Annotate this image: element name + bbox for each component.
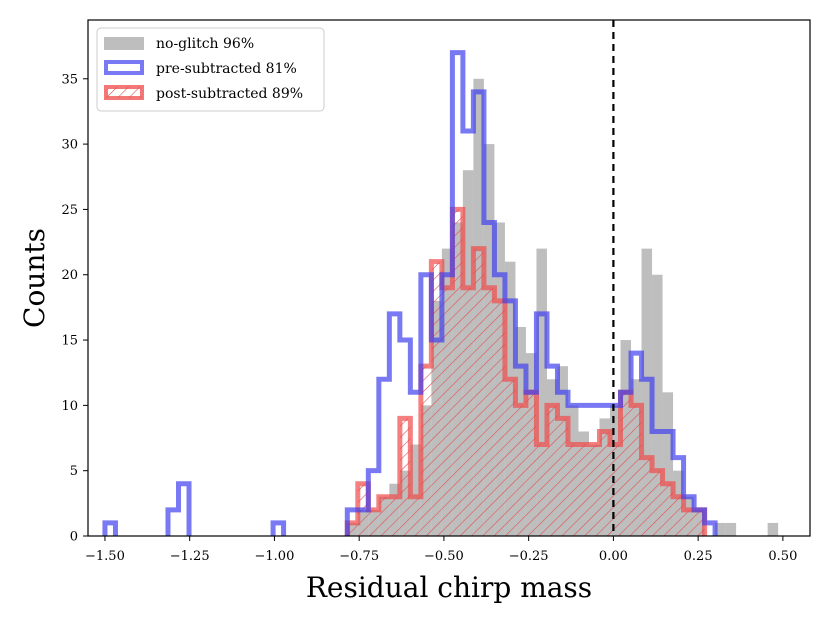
legend-swatch-pre [104,60,144,75]
y-axis: 0 5 10 15 20 25 30 35 [61,72,88,545]
post-bar-10 [452,209,463,536]
legend-box [96,27,325,112]
x-tick-label: 0.25 [684,549,713,564]
y-tick-label: 0 [70,530,78,545]
x-tick-label: −1.25 [170,549,210,564]
post-bar-13 [483,287,495,536]
post-bar-31 [673,496,684,536]
series-post-subtracted-outline [344,206,708,536]
post-bar-22 [578,444,589,536]
post-bar-11 [462,287,474,536]
post-bar-4 [389,496,400,536]
x-tick-label: 0.00 [599,549,628,564]
legend-label-noglitch: no-glitch 96% [156,36,254,52]
noglitch-bar-30 [662,392,674,536]
y-tick-label: 20 [61,268,78,283]
legend-swatch-post [104,85,144,100]
x-tick-label: −0.25 [509,549,549,564]
legend-label-post: post-subtracted 89% [156,86,303,102]
y-tick-label: 35 [61,72,78,87]
post-bar-8 [431,261,442,536]
noglitch-bar-28 [641,248,653,536]
legend-swatch-noglitch [104,37,144,50]
x-tick-label: −1.00 [255,549,295,564]
x-tick-label: −0.75 [339,549,379,564]
post-bar-29 [652,470,663,536]
post-subtracted-step-line [344,206,708,536]
y-tick-label: 25 [61,203,78,218]
pre-subtracted-step-line [102,50,718,536]
x-tick-label: 0.50 [768,549,797,564]
post-bar-19 [546,405,558,536]
plot-frame [87,19,811,537]
post-bar-33 [694,509,705,536]
post-bar-17 [525,392,537,536]
y-tick-label: 30 [61,138,78,153]
post-bar-27 [631,405,642,536]
post-bar-32 [683,509,695,536]
post-bar-3 [378,496,390,536]
post-bar-30 [662,483,674,536]
y-axis-label: Counts [18,228,51,328]
post-bar-7 [420,366,432,536]
y-tick-label: 10 [61,399,78,414]
legend: no-glitch 96% pre-subtracted 81% post-su… [96,27,325,112]
noglitch-bar-35 [725,522,737,536]
y-tick-label: 15 [61,334,78,349]
post-bar-21 [567,444,579,536]
noglitch-bar-6 [410,444,421,536]
noglitch-bar-34 [715,522,726,536]
post-bar-2 [368,509,379,536]
post-bar-9 [441,287,453,536]
post-bar-28 [641,457,653,536]
post-bar-24 [599,431,611,536]
x-axis-label: Residual chirp mass [306,571,592,604]
post-bar-12 [473,248,484,536]
post-bar-20 [557,418,568,536]
legend-label-pre: pre-subtracted 81% [156,61,297,77]
y-tick-label: 5 [70,464,78,479]
post-bar-6 [410,496,421,536]
post-bar-25 [610,444,621,536]
post-bar-23 [588,444,600,536]
post-bar-18 [536,444,547,536]
series-pre-subtracted-outline [102,50,718,536]
noglitch-bar-18 [536,248,547,536]
x-tick-label: −1.50 [85,549,125,564]
x-axis: −1.50 −1.25 −1.00 −0.75 −0.50 −0.25 0.00 0.25 0.… [85,536,797,564]
post-bar-5 [399,418,411,536]
series-post-subtracted-bars [347,209,705,536]
x-tick-label: −0.50 [424,549,464,564]
post-bar-14 [494,300,505,536]
noglitch-bar-29 [652,274,663,536]
post-bar-0 [347,522,358,536]
post-bar-16 [515,405,526,536]
post-bar-15 [504,379,516,536]
post-bar-26 [620,392,632,536]
noglitch-bar-36 [767,522,779,536]
